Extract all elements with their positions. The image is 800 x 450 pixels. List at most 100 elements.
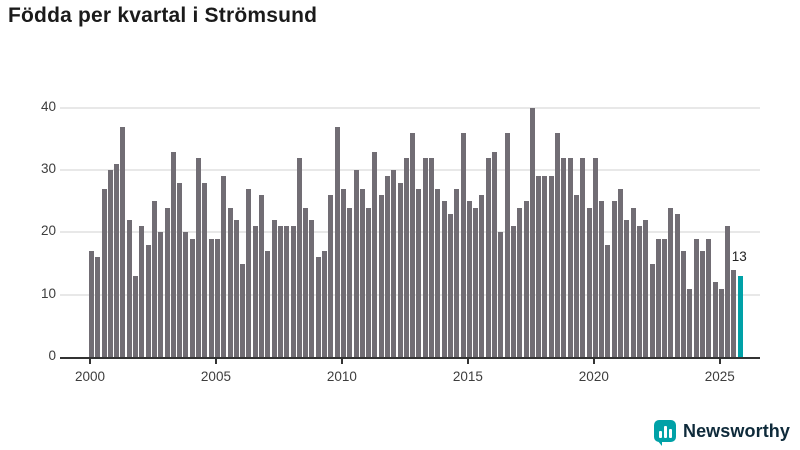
x-axis-line <box>60 357 760 359</box>
x-tick-label-2000: 2000 <box>74 369 106 384</box>
x-tick-label-2020: 2020 <box>578 369 609 384</box>
bar <box>89 251 94 357</box>
bar <box>422 157 428 357</box>
x-tick-mark-2005 <box>214 359 217 364</box>
bar <box>605 244 611 357</box>
newsworthy-wordmark: Newsworthy <box>682 420 790 441</box>
bar <box>340 188 346 357</box>
bar <box>479 195 485 357</box>
bar <box>189 238 195 357</box>
bar <box>372 151 378 357</box>
bar <box>441 201 447 357</box>
bar <box>542 176 548 357</box>
bar <box>668 207 674 357</box>
bar <box>416 188 422 357</box>
bar <box>296 157 302 357</box>
y-tick-label-10: 10 <box>40 285 56 301</box>
bar <box>712 282 718 357</box>
gridline-40 <box>60 106 760 109</box>
bar <box>561 157 567 357</box>
bar <box>107 170 113 357</box>
bar <box>322 251 328 357</box>
bar <box>328 195 334 357</box>
bar <box>731 269 737 357</box>
bar <box>435 188 441 357</box>
bar <box>170 151 176 357</box>
bar <box>492 151 498 357</box>
bar <box>473 207 479 357</box>
bar <box>309 220 315 357</box>
bar <box>252 226 258 357</box>
x-tick-mark-2000 <box>89 359 91 364</box>
bar <box>674 213 680 357</box>
bar <box>240 263 246 357</box>
bar <box>347 207 353 357</box>
bar <box>101 188 107 357</box>
bar <box>385 176 390 357</box>
bar <box>233 220 239 357</box>
bar <box>114 164 120 357</box>
bar <box>277 226 283 357</box>
bar <box>529 107 535 357</box>
y-tick-label-20: 20 <box>40 223 56 239</box>
bar <box>536 176 542 357</box>
bar <box>378 195 384 357</box>
bar <box>510 226 516 357</box>
newsworthy-logo: Newsworthy <box>653 420 790 446</box>
bar <box>523 201 529 357</box>
bar <box>133 276 139 357</box>
bar <box>693 238 699 357</box>
bar <box>315 257 321 357</box>
bar <box>183 232 189 357</box>
bar <box>548 176 554 357</box>
bar <box>353 170 359 357</box>
x-tick-mark-2015 <box>466 359 469 364</box>
x-tick-mark-2020 <box>592 359 595 364</box>
bar <box>158 232 164 357</box>
gridline-20 <box>60 231 760 234</box>
bar <box>699 251 705 357</box>
bar <box>718 288 724 357</box>
bar <box>580 157 586 357</box>
bar <box>485 157 491 357</box>
bar <box>139 226 145 357</box>
gridline-30 <box>60 169 760 172</box>
bar <box>403 157 409 357</box>
bar <box>586 207 592 357</box>
bar <box>120 126 126 357</box>
bar <box>636 226 642 357</box>
bar <box>725 226 731 357</box>
bar <box>655 238 661 357</box>
bar <box>643 220 649 357</box>
bar <box>126 220 132 357</box>
bar <box>397 182 403 357</box>
y-tick-label-0: 0 <box>48 348 56 363</box>
bar <box>177 182 183 357</box>
bar <box>599 201 605 357</box>
bar <box>290 226 296 357</box>
bar <box>618 188 624 357</box>
bar <box>284 226 290 357</box>
bar <box>454 188 460 357</box>
bar <box>221 176 227 357</box>
bar <box>145 244 151 357</box>
y-tick-label-30: 30 <box>40 161 56 177</box>
y-tick-label-40: 40 <box>40 98 56 114</box>
bar <box>567 157 573 357</box>
bar <box>649 263 655 357</box>
bar <box>662 238 668 357</box>
x-tick-mark-2025 <box>718 359 721 364</box>
bar <box>151 201 157 357</box>
bar <box>391 170 397 357</box>
bar <box>592 157 598 357</box>
x-tick-label-2015: 2015 <box>452 369 483 384</box>
bar <box>202 182 208 357</box>
bar <box>706 238 712 357</box>
bar <box>447 213 453 357</box>
bar <box>466 201 472 357</box>
bar <box>303 207 309 357</box>
bar <box>259 195 265 357</box>
bar-highlighted <box>737 276 743 357</box>
bar <box>687 288 693 357</box>
bar <box>611 201 617 357</box>
